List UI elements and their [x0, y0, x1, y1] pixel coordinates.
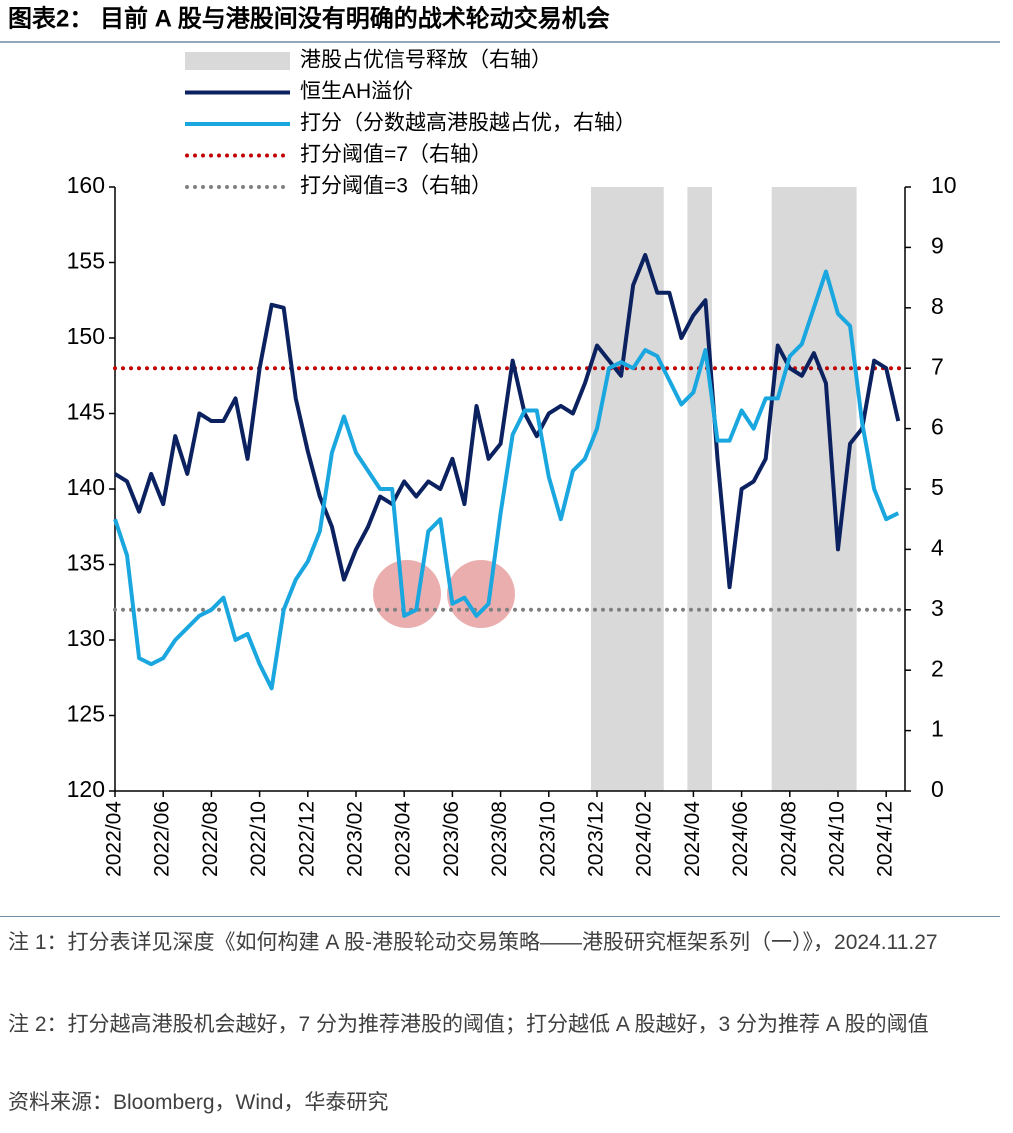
- y2-tick-label: 10: [931, 172, 957, 198]
- series-line: [113, 252, 901, 590]
- legend-swatch: [185, 52, 290, 70]
- signal-bar: [687, 187, 700, 791]
- source: 资料来源：Bloomberg，Wind，华泰研究: [8, 1091, 389, 1114]
- note: 注 2：打分越高港股机会越好，7 分为推荐港股的阈值；打分越低 A 股越好，3 …: [8, 1013, 929, 1036]
- x-tick-label: 2023/12: [585, 801, 608, 877]
- signal-bar: [590, 187, 604, 791]
- signal-bar: [627, 187, 640, 791]
- y-tick-label: 160: [67, 172, 105, 198]
- y-tick-label: 155: [67, 248, 105, 274]
- series-line: [113, 269, 900, 691]
- signal-bar: [807, 187, 821, 791]
- x-tick-label: 2024/04: [681, 801, 704, 877]
- y-tick-label: 150: [67, 323, 105, 349]
- highlight-circle: [447, 560, 515, 628]
- y-tick-label: 145: [67, 399, 105, 425]
- x-tick-label: 2023/02: [344, 801, 367, 877]
- x-tick-label: 2022/04: [103, 801, 126, 877]
- signal-bar: [651, 187, 664, 791]
- legend-label: 港股占优信号释放（右轴）: [300, 49, 552, 72]
- y2-tick-label: 6: [931, 414, 944, 440]
- legend-label: 打分阈值=7（右轴）: [300, 143, 492, 166]
- y-tick-label: 120: [67, 776, 105, 802]
- y-tick-label: 125: [67, 701, 105, 727]
- x-tick-label: 2024/06: [729, 801, 752, 877]
- x-tick-label: 2024/02: [633, 801, 656, 877]
- x-tick-label: 2023/04: [392, 801, 415, 877]
- chart: 图表2： 目前 A 股与港股间没有明确的战术轮动交易机会 12012513013…: [0, 4, 1000, 877]
- x-tick-label: 2024/08: [777, 801, 800, 877]
- signal-bar: [771, 187, 785, 791]
- x-tick-label: 2023/08: [488, 801, 511, 877]
- legend-label: 恒生AH溢价: [300, 80, 413, 103]
- x-tick-label: 2024/12: [874, 801, 897, 877]
- y2-tick-label: 3: [931, 595, 944, 621]
- y2-tick-label: 8: [931, 293, 944, 319]
- signal-bar: [795, 187, 809, 791]
- signal-bar: [699, 187, 712, 791]
- x-tick-label: 2022/12: [295, 801, 318, 877]
- x-tick-label: 2022/06: [151, 801, 174, 877]
- y2-tick-label: 4: [931, 534, 944, 560]
- x-tick-label: 2024/10: [826, 801, 849, 877]
- signal-bar: [783, 187, 797, 791]
- x-tick-label: 2022/08: [199, 801, 222, 877]
- y2-tick-label: 0: [931, 776, 944, 802]
- highlight-circle: [373, 560, 441, 628]
- signal-bar: [639, 187, 652, 791]
- x-tick-label: 2023/06: [440, 801, 463, 877]
- signal-bar: [831, 187, 845, 791]
- y2-tick-label: 9: [931, 232, 944, 258]
- y-tick-label: 130: [67, 625, 105, 651]
- y2-tick-label: 7: [931, 353, 944, 379]
- signal-bar: [615, 187, 628, 791]
- legend-label: 打分（分数越高港股越占优，右轴）: [300, 112, 636, 135]
- footer-rule: [0, 916, 1000, 917]
- x-tick-label: 2023/10: [536, 801, 559, 877]
- signal-bar: [819, 187, 833, 791]
- y2-tick-label: 5: [931, 474, 944, 500]
- y-tick-label: 135: [67, 550, 105, 576]
- chart-title: 图表2： 目前 A 股与港股间没有明确的战术轮动交易机会: [8, 4, 610, 32]
- y-tick-label: 140: [67, 474, 105, 500]
- x-tick-label: 2022/10: [247, 801, 270, 877]
- y2-tick-label: 1: [931, 716, 944, 742]
- note: 注 1：打分表详见深度《如何构建 A 股-港股轮动交易策略——港股研究框架系列（…: [8, 931, 938, 954]
- y2-tick-label: 2: [931, 655, 944, 681]
- signal-bar: [603, 187, 616, 791]
- legend-label: 打分阈值=3（右轴）: [300, 175, 492, 198]
